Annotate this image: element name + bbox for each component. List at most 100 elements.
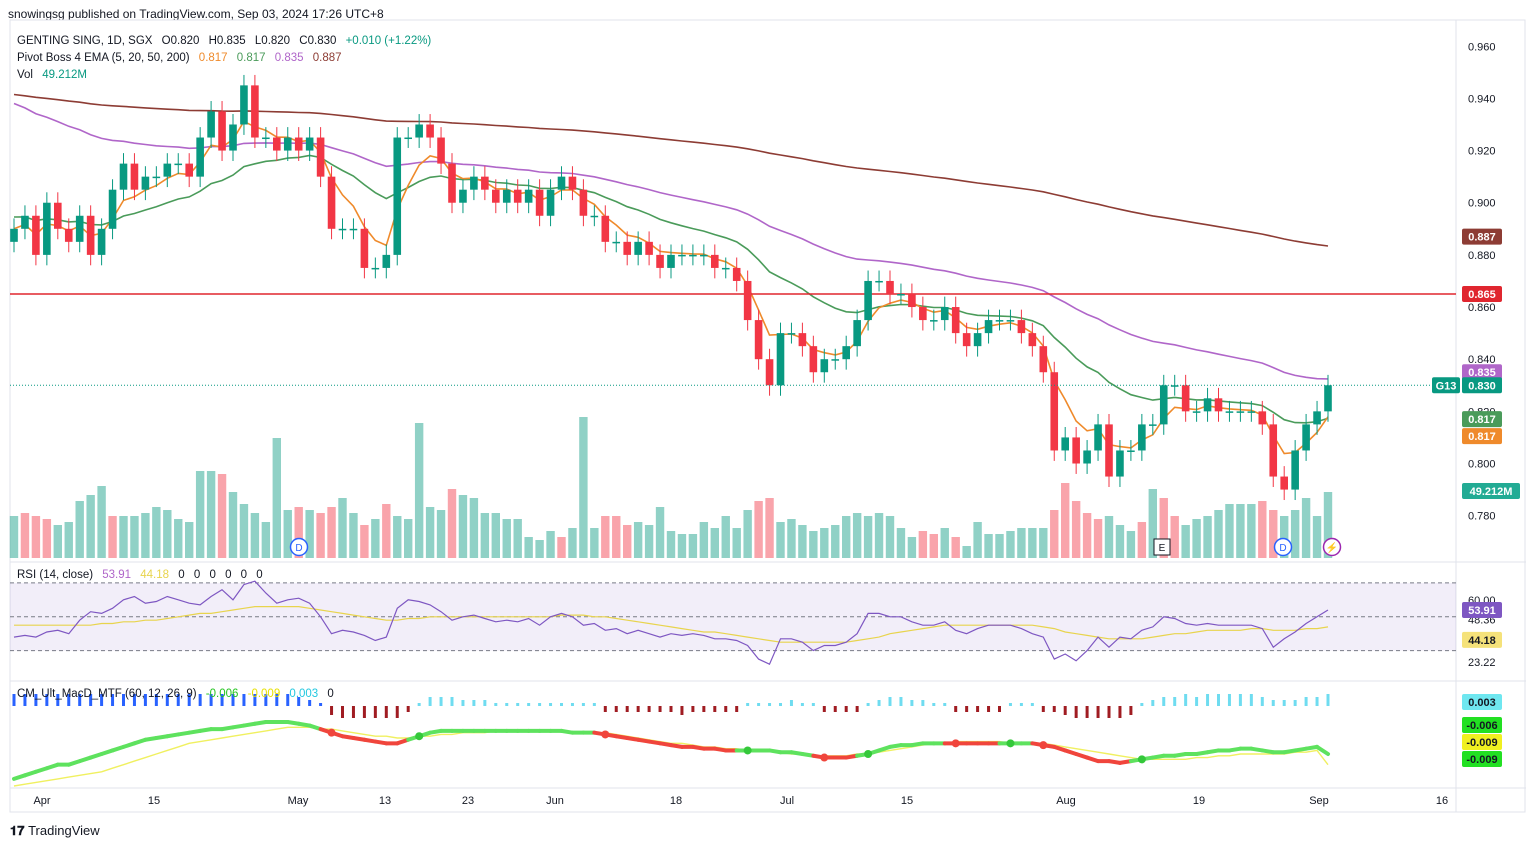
volume-bar	[579, 417, 588, 558]
candle-body	[1159, 385, 1168, 425]
volume-bar	[852, 513, 862, 558]
macd-histogram-bar	[669, 706, 673, 712]
volume-bar	[732, 528, 741, 558]
rsi-extra-6: 0	[256, 569, 263, 581]
macd-histogram-bar	[362, 706, 366, 718]
candle-body	[1105, 424, 1113, 477]
rsi-title[interactable]: RSI (14, close)	[17, 569, 94, 581]
main-legend: GENTING SING, 1D, SGX O0.820 H0.835 L0.8…	[17, 35, 437, 47]
macd-histogram-bar	[549, 703, 553, 706]
candle-body	[1072, 437, 1080, 464]
macd-histogram-bar	[100, 694, 104, 706]
macd-histogram-bar	[143, 694, 147, 706]
candle-body	[360, 228, 369, 268]
volume-bar	[787, 519, 796, 558]
volume-bar	[1301, 498, 1311, 558]
price-axis-label-bg	[1462, 377, 1502, 394]
volume-bar	[174, 519, 183, 558]
macd-histogram-bar	[965, 706, 969, 712]
volume-bar	[1137, 522, 1147, 558]
dividend-marker	[289, 537, 309, 557]
candle-body	[1083, 450, 1091, 464]
volume-bar	[1039, 528, 1048, 558]
macd-histogram-bar	[111, 694, 115, 706]
macd-histogram-bar	[308, 700, 312, 706]
candle-body	[765, 359, 774, 386]
macd-histogram-bar	[538, 703, 542, 706]
price-tick-label: 0.860	[1468, 302, 1496, 314]
ema-title[interactable]: Pivot Boss 4 EMA (5, 20, 50, 200)	[17, 52, 190, 64]
volume-bar	[75, 501, 84, 558]
tv-logo-icon: 𝟏𝟕	[10, 823, 25, 838]
candle-body	[623, 241, 631, 255]
macd-histogram-bar	[505, 703, 509, 706]
volume-bar	[907, 537, 917, 558]
vol-title[interactable]: Vol	[17, 69, 33, 81]
price-axis-label: 0.865	[1468, 289, 1496, 301]
macd-histogram-bar	[647, 706, 651, 712]
volume-bar	[1214, 510, 1223, 558]
macd-histogram-bar	[220, 694, 224, 706]
volume-bar	[239, 504, 249, 558]
macd-cross-dot	[820, 753, 829, 762]
rsi-tick-label: 23.22	[1468, 657, 1496, 669]
volume-bar	[86, 495, 95, 558]
volume-bar	[130, 516, 139, 558]
candle-body	[316, 137, 325, 177]
rsi-line	[13, 580, 1329, 666]
volume-bar	[404, 519, 413, 558]
macd-hist-value: 0.003	[289, 688, 319, 700]
candle-body	[404, 137, 412, 140]
candle-body	[1236, 411, 1245, 413]
volume-bar	[721, 516, 730, 558]
macd-histogram-bar	[702, 706, 706, 712]
x-axis-label: 19	[1193, 795, 1205, 807]
x-axis-label: 13	[379, 795, 391, 807]
macd-histogram-bar	[943, 703, 947, 706]
price-axis-label: 0.887	[1468, 232, 1496, 244]
candle-body	[207, 111, 215, 138]
volume-bar	[831, 525, 840, 558]
macd-histogram-bar	[132, 694, 136, 706]
marker-label: E	[1159, 543, 1166, 554]
candle-body	[141, 176, 150, 190]
volume-bar	[699, 522, 709, 558]
candle-body	[262, 137, 270, 140]
macd-histogram-bar	[23, 694, 27, 706]
price-axis-label-bg	[1462, 228, 1502, 245]
volume-bar	[1225, 504, 1234, 558]
macd-title[interactable]: CM_Ult_MacD_MTF (60, 12, 26, 9)	[17, 688, 197, 700]
volume-bar	[1028, 528, 1037, 558]
macd-cross-dot	[601, 730, 610, 739]
volume-bar	[316, 513, 325, 558]
macd-histogram-bar	[592, 703, 596, 706]
macd-histogram-bar	[472, 700, 476, 706]
macd-axis-label-bg	[1462, 751, 1502, 767]
tradingview-logo[interactable]: 𝟏𝟕 TradingView	[10, 823, 100, 839]
candle-body	[886, 280, 894, 294]
symbol-title[interactable]: GENTING SING, 1D, SGX	[17, 35, 153, 47]
volume-bar	[250, 513, 260, 558]
ema50-value: 0.835	[274, 52, 304, 64]
macd-histogram-bar	[12, 694, 16, 706]
macd-histogram-bar	[67, 694, 71, 706]
volume-bar	[141, 513, 150, 558]
macd-histogram-bar	[187, 694, 191, 706]
candle-body	[820, 359, 829, 373]
macd-histogram-bar	[811, 703, 815, 706]
macd-histogram-bar	[330, 706, 334, 715]
volume-bar	[754, 501, 763, 558]
macd-histogram-bar	[1096, 706, 1100, 718]
volume-bar	[425, 507, 435, 558]
rsi-legend: RSI (14, close) 53.91 44.18 0 0 0 0 0 0	[17, 569, 269, 581]
macd-histogram-bar	[1052, 706, 1056, 712]
candle-body	[678, 254, 686, 257]
candle-body	[809, 346, 818, 373]
price-axis-label: 0.835	[1468, 367, 1496, 379]
volume-bar	[119, 516, 128, 558]
ohlc-change: +0.010 (+1.22%)	[345, 35, 432, 47]
macd-histogram-bar	[1293, 700, 1297, 706]
price-axis-label: 0.830	[1468, 380, 1496, 392]
volume-bar	[1093, 519, 1103, 558]
